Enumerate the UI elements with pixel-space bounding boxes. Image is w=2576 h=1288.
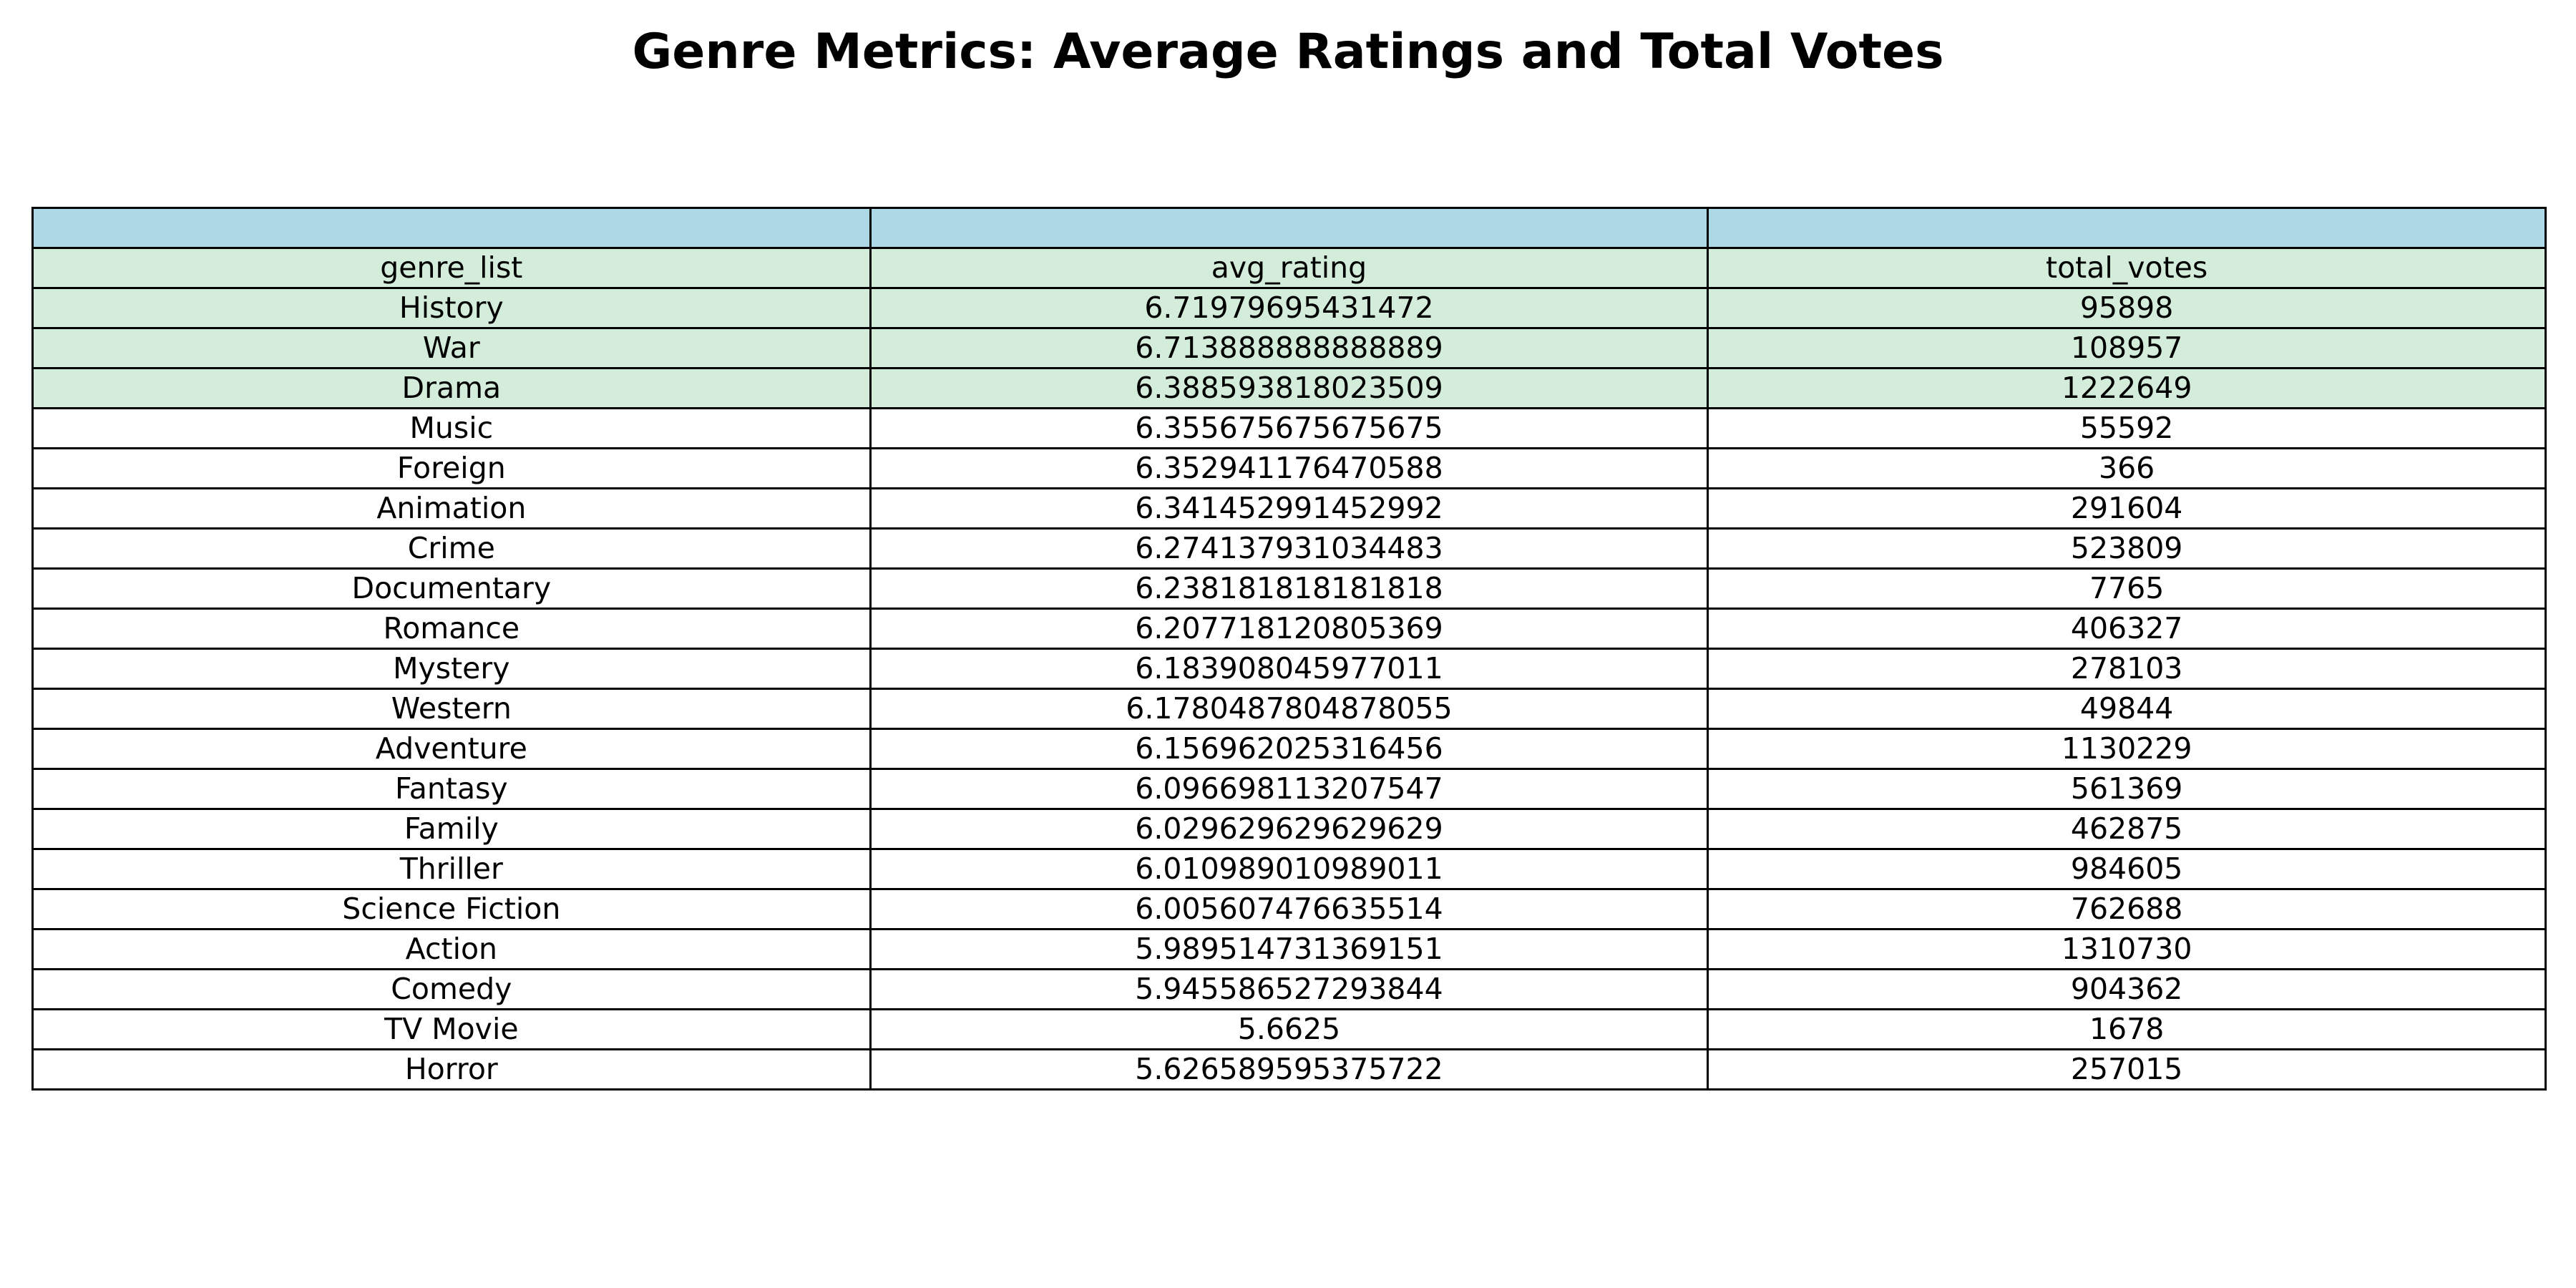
table-row: Music 6.355675675675675 55592 bbox=[31, 407, 2547, 449]
table-cell-avg-rating: 5.989514731369151 bbox=[869, 928, 1709, 970]
table-cell-avg-rating: 6.238181818181818 bbox=[869, 567, 1709, 610]
column-label-avg-rating: avg_rating bbox=[869, 247, 1709, 289]
column-label-row: genre_list avg_rating total_votes bbox=[31, 247, 2547, 289]
table-cell-avg-rating: 6.713888888888889 bbox=[869, 327, 1709, 369]
table-row: History 6.71979695431472 95898 bbox=[31, 287, 2547, 329]
genre-metrics-table: genre_list avg_rating total_votes History 6.… bbox=[31, 207, 2547, 1091]
table-cell-avg-rating: 6.1780487804878055 bbox=[869, 688, 1709, 730]
table-cell-genre-list: Family bbox=[31, 808, 872, 850]
table-row: Adventure 6.156962025316456 1130229 bbox=[31, 728, 2547, 770]
table-cell-genre-list: Science Fiction bbox=[31, 888, 872, 930]
table-cell-avg-rating: 6.71979695431472 bbox=[869, 287, 1709, 329]
table-body: genre_list avg_rating total_votes History 6.… bbox=[31, 207, 2547, 1091]
table-cell-genre-list: Foreign bbox=[31, 447, 872, 489]
table-row: Animation 6.341452991452992 291604 bbox=[31, 487, 2547, 530]
table-cell-genre-list: Documentary bbox=[31, 567, 872, 610]
table-cell-avg-rating: 6.388593818023509 bbox=[869, 367, 1709, 409]
header-band-row bbox=[31, 207, 2547, 249]
table-cell-genre-list: Animation bbox=[31, 487, 872, 530]
table-cell-avg-rating: 6.005607476635514 bbox=[869, 888, 1709, 930]
table-cell-avg-rating: 6.355675675675675 bbox=[869, 407, 1709, 449]
table-cell-total-votes: 462875 bbox=[1707, 808, 2547, 850]
table-cell-avg-rating: 6.029629629629629 bbox=[869, 808, 1709, 850]
table-cell-avg-rating: 6.207718120805369 bbox=[869, 608, 1709, 650]
table-cell-genre-list: Horror bbox=[31, 1048, 872, 1091]
table-cell-genre-list: Drama bbox=[31, 367, 872, 409]
table-cell-total-votes: 762688 bbox=[1707, 888, 2547, 930]
table-cell-total-votes: 366 bbox=[1707, 447, 2547, 489]
table-cell-total-votes: 49844 bbox=[1707, 688, 2547, 730]
table-cell-total-votes: 278103 bbox=[1707, 648, 2547, 690]
table-cell-total-votes: 904362 bbox=[1707, 968, 2547, 1010]
table-cell-total-votes: 523809 bbox=[1707, 527, 2547, 570]
table-row: War 6.713888888888889 108957 bbox=[31, 327, 2547, 369]
table-row: Science Fiction 6.005607476635514 762688 bbox=[31, 888, 2547, 930]
table-row: Family 6.029629629629629 462875 bbox=[31, 808, 2547, 850]
table-row: Western 6.1780487804878055 49844 bbox=[31, 688, 2547, 730]
table-cell-total-votes: 406327 bbox=[1707, 608, 2547, 650]
table-cell-genre-list: Fantasy bbox=[31, 768, 872, 810]
table-cell-genre-list: Thriller bbox=[31, 848, 872, 890]
table-cell-avg-rating: 5.626589595375722 bbox=[869, 1048, 1709, 1091]
column-label-total-votes: total_votes bbox=[1707, 247, 2547, 289]
table-cell-avg-rating: 6.010989010989011 bbox=[869, 848, 1709, 890]
table-cell-total-votes: 95898 bbox=[1707, 287, 2547, 329]
table-row: Comedy 5.945586527293844 904362 bbox=[31, 968, 2547, 1010]
table-cell-total-votes: 108957 bbox=[1707, 327, 2547, 369]
table-cell-avg-rating: 6.183908045977011 bbox=[869, 648, 1709, 690]
table-row: Documentary 6.238181818181818 7765 bbox=[31, 567, 2547, 610]
table-cell-avg-rating: 6.274137931034483 bbox=[869, 527, 1709, 570]
table-cell-total-votes: 291604 bbox=[1707, 487, 2547, 530]
table-cell-total-votes: 1222649 bbox=[1707, 367, 2547, 409]
table-cell-genre-list: Adventure bbox=[31, 728, 872, 770]
column-label-genre-list: genre_list bbox=[31, 247, 872, 289]
table-cell-total-votes: 1130229 bbox=[1707, 728, 2547, 770]
table-row: Thriller 6.010989010989011 984605 bbox=[31, 848, 2547, 890]
table-cell-avg-rating: 6.352941176470588 bbox=[869, 447, 1709, 489]
header-band-cell bbox=[869, 207, 1709, 249]
table-cell-avg-rating: 6.341452991452992 bbox=[869, 487, 1709, 530]
table-cell-avg-rating: 6.096698113207547 bbox=[869, 768, 1709, 810]
table-row: Mystery 6.183908045977011 278103 bbox=[31, 648, 2547, 690]
table-row: Horror 5.626589595375722 257015 bbox=[31, 1048, 2547, 1091]
table-cell-avg-rating: 5.6625 bbox=[869, 1008, 1709, 1050]
table-cell-genre-list: Romance bbox=[31, 608, 872, 650]
table-cell-genre-list: TV Movie bbox=[31, 1008, 872, 1050]
table-cell-total-votes: 1310730 bbox=[1707, 928, 2547, 970]
table-cell-total-votes: 561369 bbox=[1707, 768, 2547, 810]
table-cell-genre-list: Action bbox=[31, 928, 872, 970]
table-row: Drama 6.388593818023509 1222649 bbox=[31, 367, 2547, 409]
table-row: Crime 6.274137931034483 523809 bbox=[31, 527, 2547, 570]
table-cell-total-votes: 984605 bbox=[1707, 848, 2547, 890]
table-row: Action 5.989514731369151 1310730 bbox=[31, 928, 2547, 970]
table-cell-total-votes: 1678 bbox=[1707, 1008, 2547, 1050]
table-cell-total-votes: 7765 bbox=[1707, 567, 2547, 610]
table-row: Fantasy 6.096698113207547 561369 bbox=[31, 768, 2547, 810]
table-cell-genre-list: Music bbox=[31, 407, 872, 449]
table-cell-total-votes: 55592 bbox=[1707, 407, 2547, 449]
table-cell-total-votes: 257015 bbox=[1707, 1048, 2547, 1091]
table-row: TV Movie 5.6625 1678 bbox=[31, 1008, 2547, 1050]
header-band-cell bbox=[31, 207, 872, 249]
table-cell-avg-rating: 6.156962025316456 bbox=[869, 728, 1709, 770]
table-cell-genre-list: Mystery bbox=[31, 648, 872, 690]
table-cell-genre-list: War bbox=[31, 327, 872, 369]
table-row: Romance 6.207718120805369 406327 bbox=[31, 608, 2547, 650]
table-cell-avg-rating: 5.945586527293844 bbox=[869, 968, 1709, 1010]
table-cell-genre-list: Western bbox=[31, 688, 872, 730]
table-cell-genre-list: Comedy bbox=[31, 968, 872, 1010]
table-row: Foreign 6.352941176470588 366 bbox=[31, 447, 2547, 489]
table-cell-genre-list: History bbox=[31, 287, 872, 329]
header-band-cell bbox=[1707, 207, 2547, 249]
chart-title: Genre Metrics: Average Ratings and Total… bbox=[632, 24, 1944, 80]
table-cell-genre-list: Crime bbox=[31, 527, 872, 570]
